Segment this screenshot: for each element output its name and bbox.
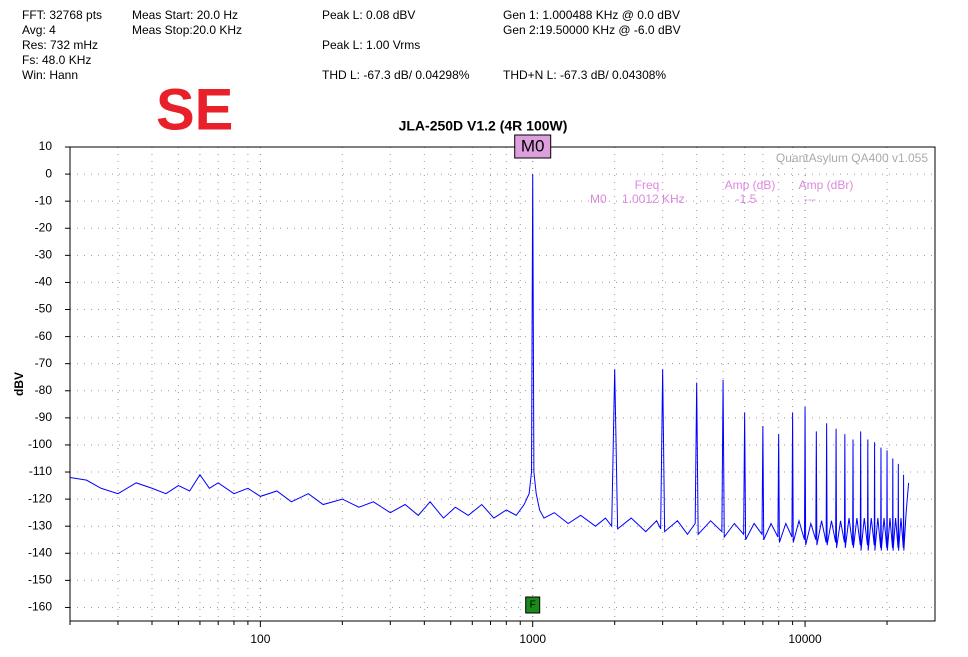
chart-title: JLA-250D V1.2 (4R 100W) (399, 118, 568, 134)
info: Res: 732 mHz (22, 38, 98, 52)
y-tick-label: -10 (35, 193, 53, 207)
info: FFT: 32768 pts (22, 8, 102, 22)
y-tick-label: -50 (35, 302, 53, 316)
y-tick-label: -40 (35, 275, 53, 289)
y-tick-label: -80 (35, 383, 53, 397)
y-tick-label: -150 (28, 573, 52, 587)
spectrum-line (70, 174, 910, 551)
y-tick-label: 0 (45, 166, 52, 180)
y-tick-label: -30 (35, 248, 53, 262)
table-cell: -1.5 (736, 192, 757, 206)
y-tick-label: -90 (35, 410, 53, 424)
table-cell: M0 (590, 192, 607, 206)
fundamental-box (525, 596, 541, 614)
y-tick-label: -130 (28, 518, 52, 532)
y-tick-label: -160 (28, 600, 52, 614)
fundamental-label: F (530, 600, 536, 611)
x-tick-label: 10000 (788, 632, 822, 646)
info: Win: Hann (22, 68, 78, 82)
peak: Peak L: 0.08 dBV (322, 8, 415, 22)
gen: Gen 2:19.50000 KHz @ -6.0 dBV (503, 23, 681, 37)
table-header: Amp (dBr) (799, 178, 854, 192)
y-tick-label: 10 (39, 139, 53, 153)
plot-frame (69, 146, 936, 622)
gen: Gen 1: 1.000488 KHz @ 0.0 dBV (503, 8, 680, 22)
table-header: Amp (dB) (725, 178, 776, 192)
thd: THD+N L: -67.3 dB/ 0.04308% (503, 68, 666, 82)
marker-box (514, 134, 552, 159)
y-tick-label: -120 (28, 491, 52, 505)
meas: Meas Stop:20.0 KHz (132, 23, 242, 37)
info: Fs: 48.0 KHz (22, 53, 91, 67)
x-tick-label: 100 (250, 632, 270, 646)
table-cell: --- (804, 192, 816, 206)
badge: SE (156, 77, 233, 142)
peak: Peak L: 1.00 Vrms (322, 38, 420, 52)
x-tick-label: 1000 (519, 632, 546, 646)
table-cell: 1.0012 KHz (622, 192, 685, 206)
y-tick-label: -60 (35, 329, 53, 343)
y-tick-label: -110 (29, 464, 52, 478)
thd: THD L: -67.3 dB/ 0.04298% (322, 68, 470, 82)
meas: Meas Start: 20.0 Hz (132, 8, 238, 22)
y-tick-label: -100 (28, 437, 52, 451)
watermark: QuantAsylum QA400 v1.055 (776, 151, 928, 165)
info: Avg: 4 (22, 23, 56, 37)
y-tick-label: -140 (28, 545, 52, 559)
y-axis-label: dBV (12, 372, 26, 396)
table-header: Freq (635, 178, 660, 192)
y-tick-label: -20 (35, 220, 53, 234)
y-tick-label: -70 (35, 356, 53, 370)
marker-label: M0 (521, 136, 545, 155)
